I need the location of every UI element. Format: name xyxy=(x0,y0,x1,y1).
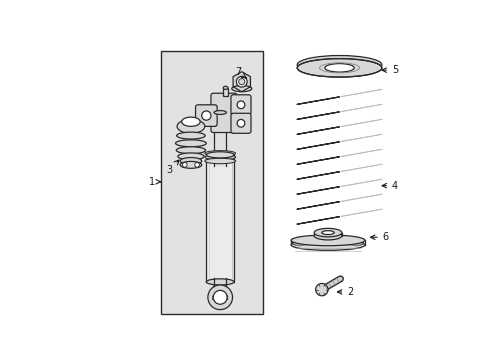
Text: 5: 5 xyxy=(381,65,397,75)
Ellipse shape xyxy=(297,59,381,77)
Ellipse shape xyxy=(297,55,381,74)
Ellipse shape xyxy=(349,239,363,246)
Ellipse shape xyxy=(292,239,306,246)
Ellipse shape xyxy=(313,231,341,240)
Text: 6: 6 xyxy=(370,232,388,242)
Ellipse shape xyxy=(214,111,226,114)
Bar xyxy=(223,88,227,95)
Circle shape xyxy=(315,283,327,296)
Text: 3: 3 xyxy=(166,160,179,175)
Circle shape xyxy=(202,111,210,120)
Ellipse shape xyxy=(223,86,227,89)
Circle shape xyxy=(237,101,244,109)
Circle shape xyxy=(213,291,226,304)
Ellipse shape xyxy=(180,161,202,168)
Text: 4: 4 xyxy=(381,181,397,191)
Circle shape xyxy=(182,163,187,167)
Ellipse shape xyxy=(290,239,364,250)
Text: 2: 2 xyxy=(337,287,353,297)
Ellipse shape xyxy=(206,279,234,285)
FancyBboxPatch shape xyxy=(195,105,217,126)
FancyBboxPatch shape xyxy=(230,113,250,133)
Bar xyxy=(214,112,226,166)
Ellipse shape xyxy=(178,153,203,160)
Polygon shape xyxy=(233,72,250,92)
Text: 1: 1 xyxy=(148,177,161,187)
Bar xyxy=(161,51,262,314)
Ellipse shape xyxy=(212,294,227,299)
Circle shape xyxy=(236,76,246,87)
Ellipse shape xyxy=(176,132,205,139)
Ellipse shape xyxy=(206,152,234,158)
Ellipse shape xyxy=(290,235,364,246)
Ellipse shape xyxy=(212,297,227,301)
Ellipse shape xyxy=(204,154,235,160)
Ellipse shape xyxy=(175,140,206,147)
Circle shape xyxy=(237,120,244,127)
Ellipse shape xyxy=(180,158,202,165)
Circle shape xyxy=(238,78,244,85)
Ellipse shape xyxy=(204,150,235,156)
Ellipse shape xyxy=(204,158,235,164)
Ellipse shape xyxy=(182,117,200,126)
Ellipse shape xyxy=(324,64,353,72)
Ellipse shape xyxy=(321,231,333,235)
Circle shape xyxy=(194,163,199,167)
Ellipse shape xyxy=(313,228,341,237)
Text: 7: 7 xyxy=(234,67,246,78)
Bar xyxy=(206,155,234,282)
Ellipse shape xyxy=(176,147,205,154)
Ellipse shape xyxy=(231,86,251,92)
Circle shape xyxy=(207,285,232,310)
Ellipse shape xyxy=(177,120,204,133)
FancyBboxPatch shape xyxy=(230,95,250,115)
FancyBboxPatch shape xyxy=(210,93,237,132)
